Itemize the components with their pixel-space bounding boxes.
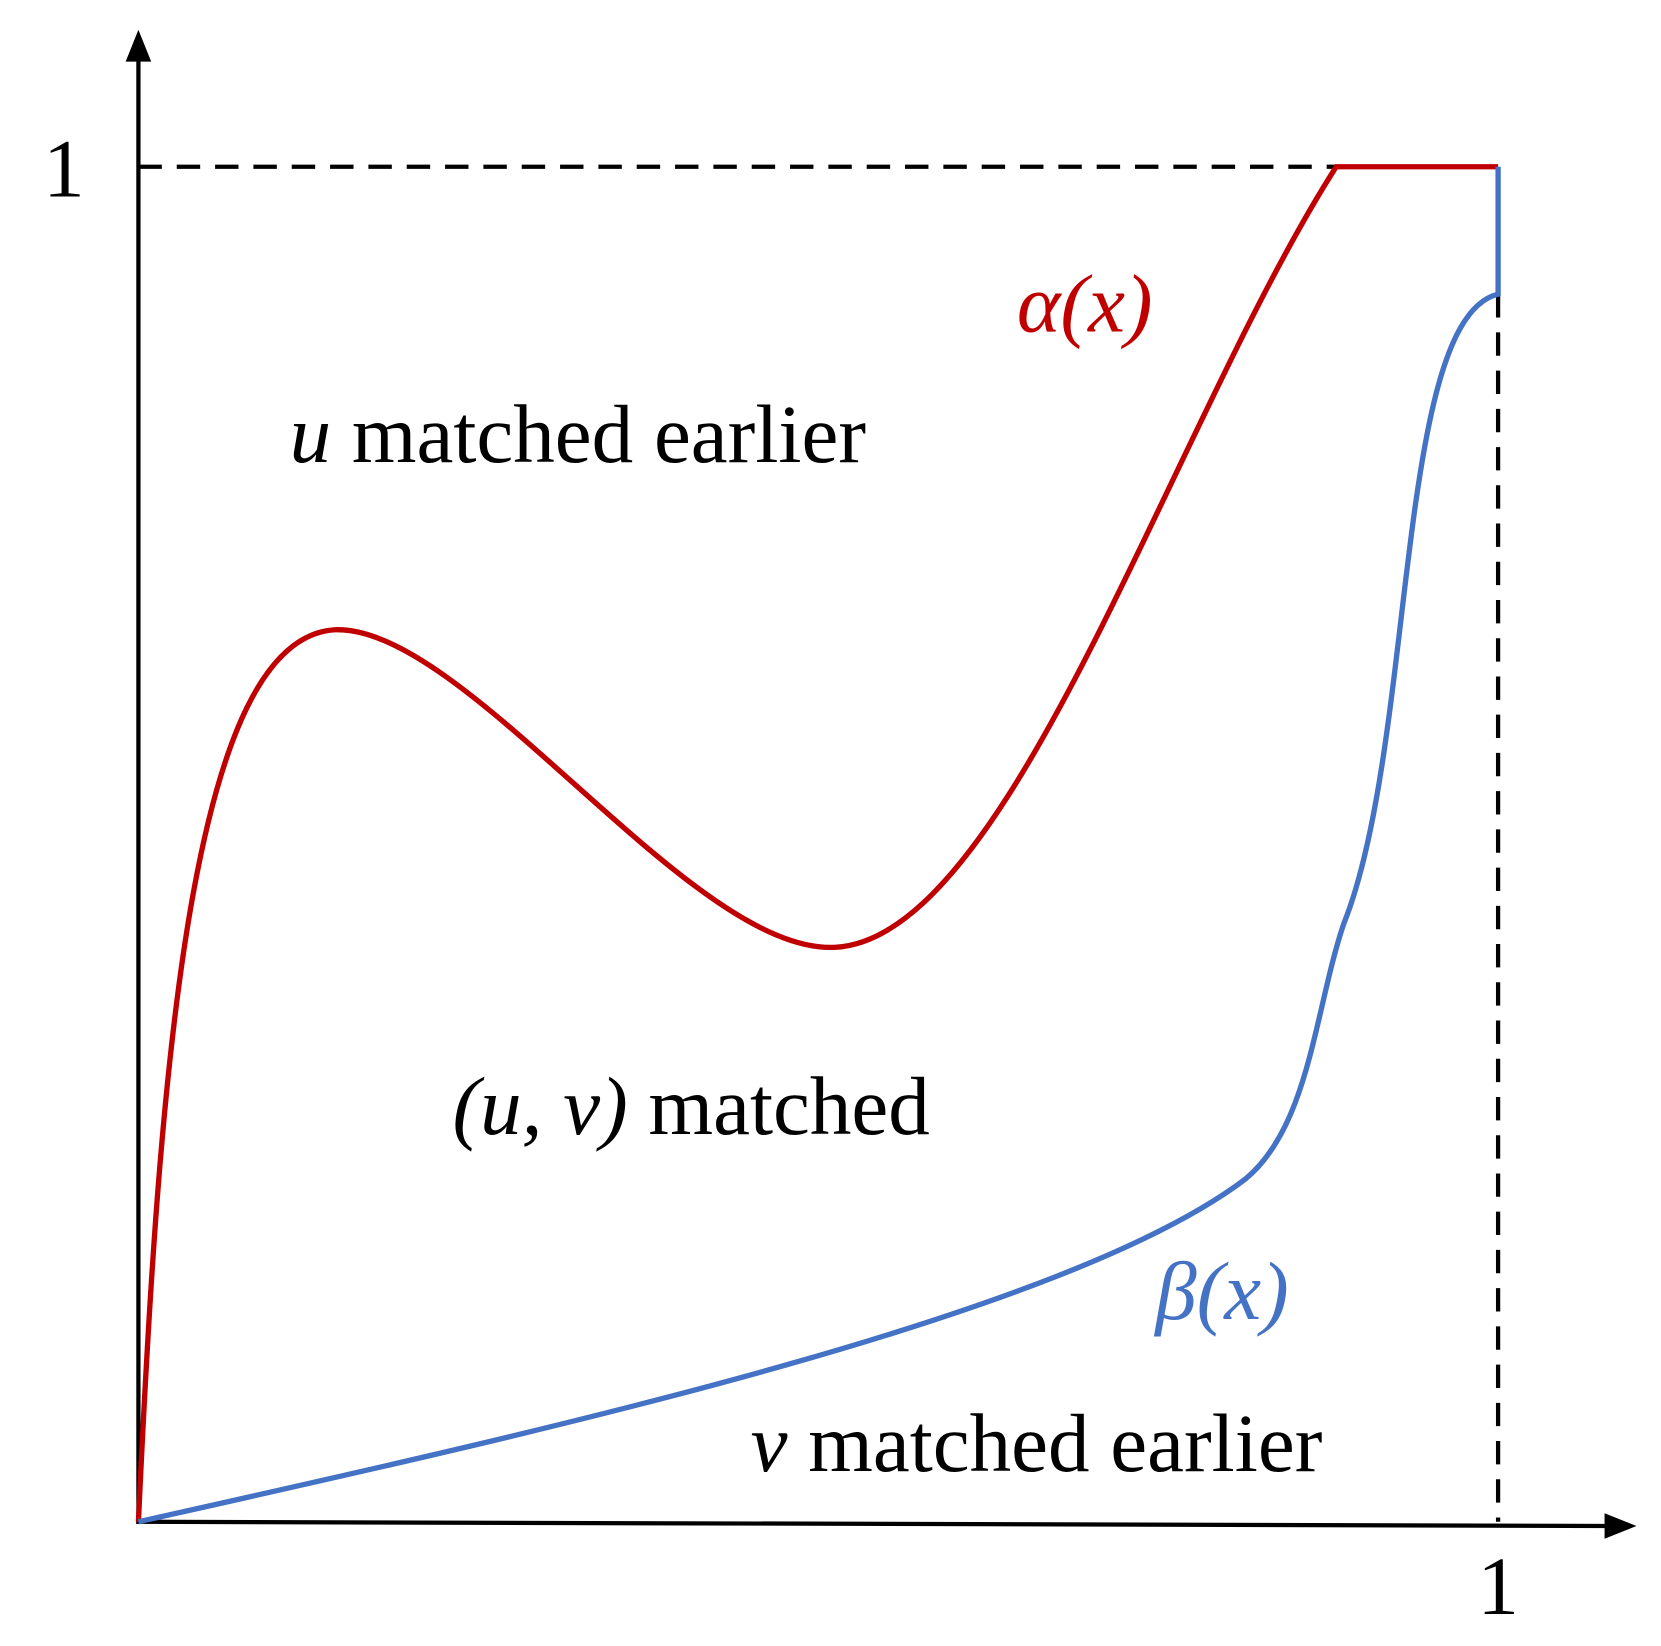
curve-label: β(x) [1153,1245,1289,1337]
region-text: matched [649,1060,930,1152]
region-variable: (u, v) [453,1060,628,1152]
region-text: matched earlier [808,1397,1322,1489]
curve-label: α(x) [1017,257,1153,349]
beta-curve [137,166,1501,1525]
x-axis [136,1519,1608,1529]
y-axis-label: 1 [43,123,85,215]
region-label: v matched earlier [751,1397,1323,1489]
region-variable: v [751,1397,788,1489]
alpha-curve [135,164,1499,1522]
x-axis-label: 1 [1477,1540,1519,1632]
region-label: (u, v) matched [453,1060,930,1152]
region-variable: u [290,388,332,480]
x-axis-arrow [1604,1513,1637,1539]
region-label: u matched earlier [290,388,866,480]
region-text: matched earlier [352,388,866,480]
y-axis-arrow [125,29,152,62]
